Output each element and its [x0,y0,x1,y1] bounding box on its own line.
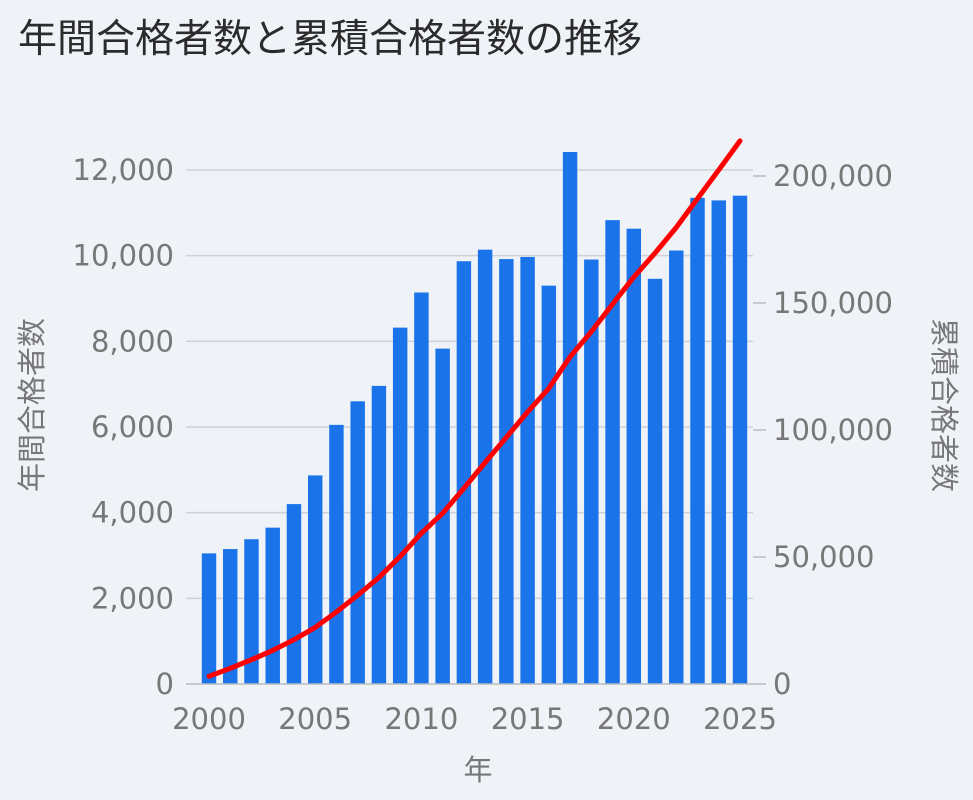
y2-tick-label: 200,000 [773,159,893,193]
bar [541,285,557,684]
x-tick-label: 2025 [703,702,777,736]
bar [711,200,726,684]
bar [414,292,429,684]
y-axis-title: 年間合格者数 [15,318,49,492]
bar [265,527,280,684]
bar-series [201,152,748,685]
y-tick-label: 2,000 [91,581,174,615]
y2-tick-label: 50,000 [773,540,874,574]
y-tick-label: 6,000 [91,410,174,444]
y2-tick-label: 150,000 [773,286,893,320]
cumulative-line [206,138,743,679]
bar [732,195,748,684]
chart-title: 年間合格者数と累積合格者数の推移 [18,17,643,62]
bar [477,249,493,685]
y-tick-label: 12,000 [73,153,174,187]
x-tick-label: 2000 [172,702,246,736]
bar [223,549,238,684]
y2-tick-label: 0 [773,667,791,701]
y2-axis-title: 累積合格者数 [927,318,961,492]
bar [605,220,620,685]
x-tick-label: 2020 [597,702,671,736]
bar [626,228,642,684]
y2-tick-label: 100,000 [773,413,893,447]
bar [456,261,472,684]
bar [371,385,387,684]
bar [201,553,217,684]
bar [307,475,323,684]
y-tick-label: 0 [156,667,174,701]
bar [350,401,365,684]
y-tick-label: 10,000 [73,239,174,273]
x-tick-label: 2005 [278,702,352,736]
bar [690,197,705,684]
bar [562,152,578,684]
y-tick-label: 8,000 [91,324,174,358]
x-axis-title: 年 [463,753,492,787]
bar [584,259,599,684]
y-tick-label: 4,000 [91,496,174,530]
bar [520,256,535,684]
bar [392,327,408,684]
bar [244,539,259,684]
x-tick-label: 2010 [384,702,458,736]
bar [647,278,663,684]
bar [669,250,684,684]
line-series [206,138,743,679]
bar [329,424,344,684]
axes: 0 2,000 4,000 6,000 8,000 10,000 12,000 0 50,000… [73,153,893,736]
bar [499,259,514,684]
bar [286,504,302,684]
x-tick-label: 2015 [491,702,565,736]
